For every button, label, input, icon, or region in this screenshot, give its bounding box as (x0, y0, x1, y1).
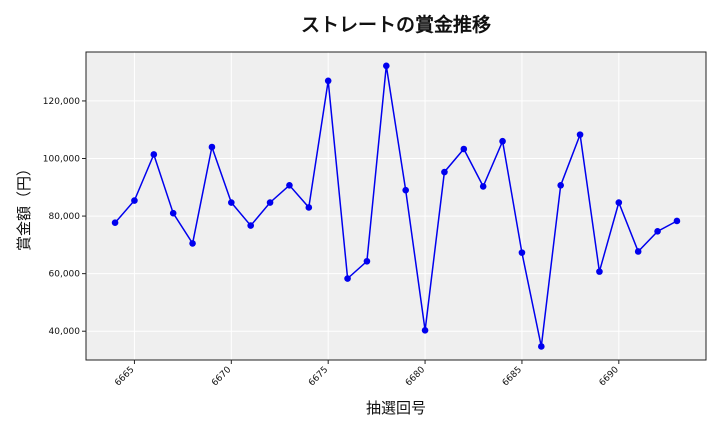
x-axis-label: 抽選回号 (366, 399, 426, 417)
data-point (208, 143, 216, 151)
data-point (538, 343, 545, 350)
data-point (247, 222, 254, 229)
data-point (576, 131, 584, 138)
data-point (324, 77, 332, 85)
y-tick-label: 80,000 (49, 212, 81, 222)
data-point (421, 327, 429, 334)
y-tick-label: 40,000 (49, 327, 81, 337)
data-point (460, 145, 468, 153)
data-point (634, 248, 642, 255)
data-point (479, 183, 487, 190)
chart-title: ストレートの賞金推移 (301, 13, 491, 36)
data-points (111, 62, 681, 350)
data-point (286, 181, 293, 189)
data-point (518, 249, 526, 256)
y-tick-label: 120,000 (43, 97, 80, 107)
plot-border (85, 51, 707, 361)
data-point (169, 209, 177, 217)
data-point (654, 228, 661, 235)
data-point (150, 151, 158, 158)
x-tick-label: 6670 (210, 365, 233, 388)
data-point (363, 257, 371, 265)
data-point (499, 137, 506, 145)
data-point (673, 217, 681, 225)
data-point (402, 186, 409, 194)
grid-lines (86, 52, 706, 360)
y-tick-label: 100,000 (43, 155, 80, 165)
x-tick-label: 6685 (501, 365, 524, 388)
y-axis-label: 賞金額（円） (15, 161, 33, 251)
data-point (305, 204, 313, 211)
data-point (557, 181, 564, 189)
data-point (615, 199, 623, 206)
y-tick-label: 60,000 (49, 270, 81, 280)
data-point (228, 199, 235, 206)
data-point (131, 197, 138, 204)
data-point (266, 199, 274, 206)
data-point (344, 275, 351, 282)
data-point (189, 240, 196, 247)
x-tick-label: 6680 (404, 365, 427, 388)
x-tick-label: 6675 (307, 365, 330, 388)
data-point (383, 62, 390, 70)
x-tick-label: 6690 (598, 365, 621, 388)
series-line (114, 65, 678, 347)
x-tick-label: 6665 (113, 365, 136, 388)
series-polyline (114, 65, 678, 347)
data-point (441, 168, 448, 176)
data-point (111, 219, 119, 226)
data-point (596, 268, 603, 275)
plot-area (86, 52, 706, 360)
